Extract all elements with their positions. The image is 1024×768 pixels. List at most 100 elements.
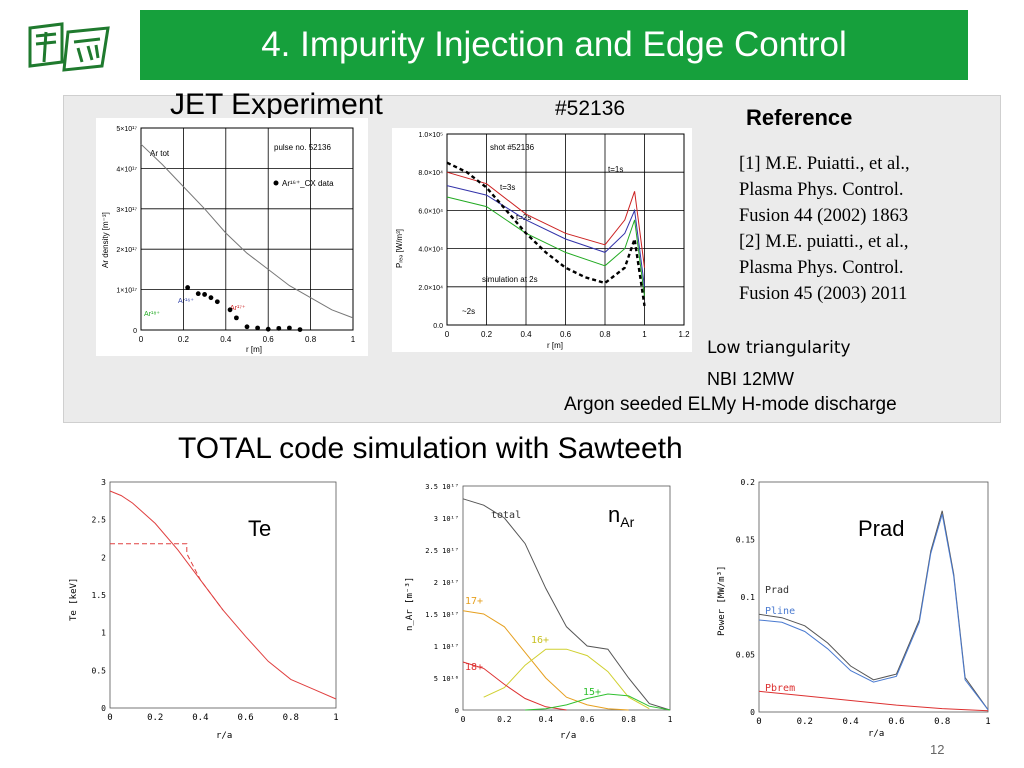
chart-label: Prad xyxy=(858,516,904,541)
y-tick-label: 3.5 10¹⁷ xyxy=(425,483,459,491)
x-tick-label: 0.8 xyxy=(934,717,950,727)
power-chart: Prad Prad Pline Pbrem r/a Power [MW/m³] … xyxy=(717,478,991,739)
series-label: 15+ xyxy=(583,687,601,698)
reference-heading: Reference xyxy=(746,105,853,130)
series-line xyxy=(140,143,354,319)
chart-annotation: shot #52136 xyxy=(490,143,535,152)
x-axis-label: r [m] xyxy=(547,341,563,350)
y-tick-label: 2×10¹⁷ xyxy=(116,247,137,254)
chart-annotation: t=1s xyxy=(608,165,623,174)
reference-line: Fusion 44 (2002) 1863 xyxy=(739,206,909,226)
x-tick-label: 0.6 xyxy=(237,713,253,723)
data-point xyxy=(202,292,207,297)
x-tick-label: 0 xyxy=(461,715,466,724)
y-tick-label: 1×10¹⁷ xyxy=(116,288,137,295)
te-chart-box: Te r/a Te [keV] 0 0.2 0.4 0.6 0.8 1 0 0.5 1 1.5 2 2… xyxy=(62,476,352,746)
series-line xyxy=(109,490,337,700)
y-axis-label: Te [keV] xyxy=(69,578,79,621)
x-axis-label: r/a xyxy=(560,731,576,741)
series-label: Prad xyxy=(765,585,789,596)
chart-annotation: Ar¹⁸⁺ xyxy=(144,311,160,318)
shot-label: #52136 xyxy=(555,97,626,120)
y-tick-label: 2.5 10¹⁷ xyxy=(425,547,459,555)
x-tick-label: 0.6 xyxy=(263,335,275,344)
y-tick-label: 0.15 xyxy=(736,536,755,545)
y-tick-label: 2.0×10⁴ xyxy=(418,285,443,292)
y-tick-label: 0 xyxy=(133,328,137,335)
y-tick-label: 1 xyxy=(101,629,106,638)
prad-jet-chart: shot #52136 t=1s t=3s t=2s simulation at… xyxy=(395,132,690,350)
series-line xyxy=(758,690,989,712)
x-tick-label: 0.8 xyxy=(599,330,611,339)
y-axis-label: Ar density [m⁻³] xyxy=(101,212,110,268)
y-tick-label: 0.0 xyxy=(433,323,443,330)
y-tick-label: 0 xyxy=(101,704,106,713)
data-point xyxy=(265,326,271,332)
y-tick-label: 5 10¹⁶ xyxy=(434,675,459,683)
x-tick-label: 0 xyxy=(756,717,761,727)
series-label: 18+ xyxy=(465,662,483,673)
series-label: 17+ xyxy=(465,596,483,607)
data-point xyxy=(297,327,303,332)
x-tick-label: 0.8 xyxy=(621,715,636,724)
series-line xyxy=(525,693,671,711)
data-point xyxy=(276,325,282,331)
x-tick-label: 0.2 xyxy=(797,717,813,727)
total-heading: TOTAL code simulation with Sawteeth xyxy=(178,432,683,465)
y-tick-label: 4.0×10⁴ xyxy=(418,247,443,254)
ar-density-chart: pulse no. 52136 Ar¹⁶⁺_CX data Ar tot Ar¹… xyxy=(101,126,356,354)
x-tick-label: 1 xyxy=(985,717,990,727)
y-tick-label: 1 10¹⁷ xyxy=(434,643,459,651)
x-axis-label: r/a xyxy=(216,731,232,741)
x-tick-label: 0.2 xyxy=(178,335,190,344)
nar-chart: nAr total 17+ 16+ 18+ 15+ r/a n_Ar [m⁻³]… xyxy=(405,483,673,741)
chart-annotation: ~2s xyxy=(462,307,475,316)
data-point xyxy=(234,315,239,321)
data-point xyxy=(208,295,214,301)
series-line xyxy=(446,171,645,268)
data-point xyxy=(287,325,292,331)
x-tick-label: 0.2 xyxy=(147,713,163,723)
x-tick-label: 0.4 xyxy=(220,335,232,344)
reference-list: [1] M.E. Puiatti., et al., Plasma Phys. … xyxy=(739,151,910,307)
ar-density-chart-box: pulse no. 52136 Ar¹⁶⁺_CX data Ar tot Ar¹… xyxy=(96,118,368,356)
x-tick-label: 0.4 xyxy=(842,717,858,727)
y-tick-label: 1.0×10⁵ xyxy=(418,132,443,139)
reference-line: [2] M.E. puiatti., et al., xyxy=(739,232,909,252)
note-discharge: Argon seeded ELMy H-mode discharge xyxy=(564,394,897,415)
series-line xyxy=(758,514,989,711)
x-tick-label: 0.4 xyxy=(192,713,208,723)
note-nbi: NBI 12MW xyxy=(707,369,795,389)
chart-annotation: Ar¹⁶⁺_CX data xyxy=(282,179,334,188)
series-label: Pline xyxy=(765,606,795,617)
data-point xyxy=(195,291,201,297)
y-axis-label: n_Ar [m⁻³] xyxy=(405,577,415,631)
chart-label: Te xyxy=(248,516,271,541)
y-tick-label: 2.5 xyxy=(92,516,107,525)
slide-title: 4. Impurity Injection and Edge Control xyxy=(140,10,968,80)
power-chart-box: Prad Prad Pline Pbrem r/a Power [MW/m³] … xyxy=(708,476,998,746)
reference-line: Plasma Phys. Control. xyxy=(739,180,904,200)
x-axis-label: r/a xyxy=(868,729,884,739)
jet-heading: JET Experiment xyxy=(170,88,383,121)
reference-line: Plasma Phys. Control. xyxy=(739,258,904,278)
data-point xyxy=(227,307,233,313)
x-tick-label: 0 xyxy=(139,335,144,344)
y-tick-label: 3 10¹⁷ xyxy=(434,515,459,523)
series-label: 16+ xyxy=(531,635,549,646)
x-tick-label: 0.4 xyxy=(539,715,554,724)
series-line xyxy=(110,543,224,611)
y-tick-label: 2 10¹⁷ xyxy=(434,579,459,587)
x-tick-label: 0 xyxy=(445,330,450,339)
data-point xyxy=(244,324,250,330)
y-tick-label: 3×10¹⁷ xyxy=(116,207,137,214)
chart-annotation: t=3s xyxy=(500,183,515,192)
y-axis-label: Power [MW/m³] xyxy=(717,566,727,636)
prad-jet-chart-box: shot #52136 t=1s t=3s t=2s simulation at… xyxy=(392,128,692,352)
series-line xyxy=(462,661,567,711)
y-tick-label: 1.5 10¹⁷ xyxy=(425,611,459,619)
reference-line: [1] M.E. Puiatti., et al., xyxy=(739,154,910,174)
y-tick-label: 0.5 xyxy=(92,666,107,675)
data-point xyxy=(214,299,220,305)
x-tick-label: 0.2 xyxy=(497,715,512,724)
